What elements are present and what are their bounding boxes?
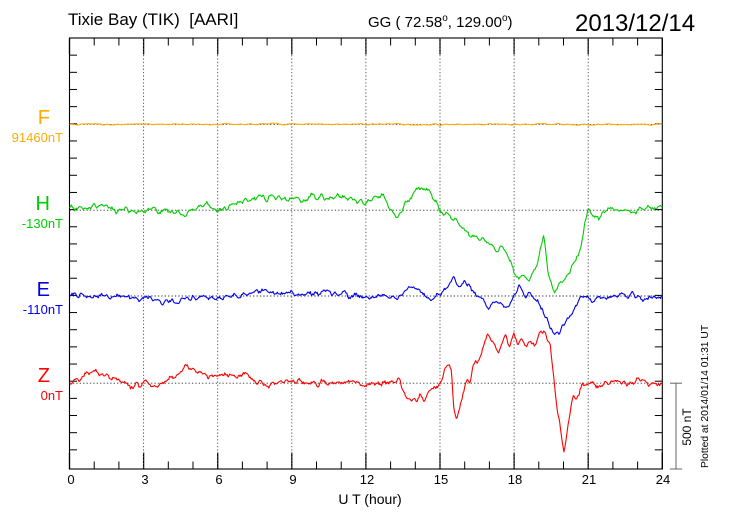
svg-text:500 nT: 500 nT <box>680 408 694 446</box>
svg-text:Plotted at 2014/01/14 01:31 UT: Plotted at 2014/01/14 01:31 UT <box>700 324 711 468</box>
